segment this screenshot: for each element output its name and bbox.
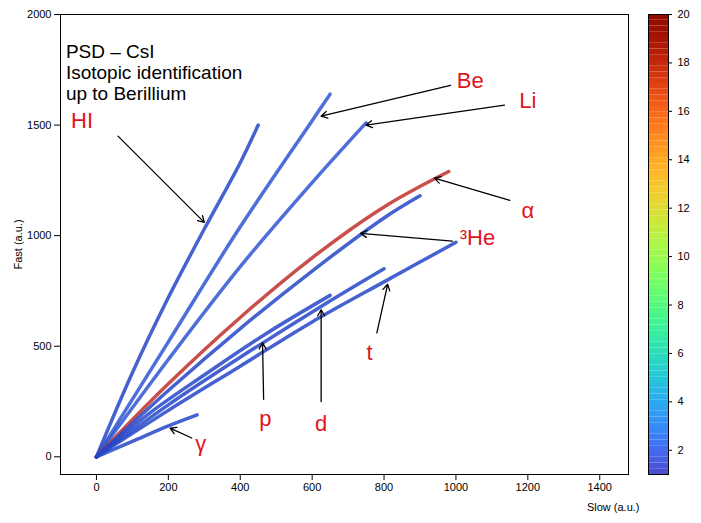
- svg-text:HI: HI: [71, 108, 93, 133]
- svg-text:1000: 1000: [444, 481, 468, 493]
- svg-text:18: 18: [678, 56, 690, 68]
- svg-text:γ: γ: [195, 431, 206, 456]
- svg-text:1400: 1400: [587, 481, 611, 493]
- svg-text:2000: 2000: [27, 8, 51, 20]
- svg-text:Slow (a.u.): Slow (a.u.): [587, 501, 640, 513]
- svg-text:200: 200: [159, 481, 177, 493]
- svg-text:8: 8: [678, 299, 684, 311]
- svg-text:p: p: [259, 406, 271, 431]
- svg-text:800: 800: [375, 481, 393, 493]
- svg-text:1500: 1500: [27, 119, 51, 131]
- svg-text:1200: 1200: [516, 481, 540, 493]
- svg-text:Fast (a.u.): Fast (a.u.): [12, 219, 24, 269]
- svg-text:6: 6: [678, 347, 684, 359]
- svg-text:0: 0: [93, 481, 99, 493]
- svg-text:20: 20: [678, 8, 690, 20]
- svg-text:16: 16: [678, 105, 690, 117]
- svg-text:PSD – CsI: PSD – CsI: [66, 41, 155, 62]
- svg-text:4: 4: [678, 395, 684, 407]
- svg-text:400: 400: [231, 481, 249, 493]
- svg-text:2: 2: [678, 444, 684, 456]
- svg-text:12: 12: [678, 202, 690, 214]
- svg-text:14: 14: [678, 153, 690, 165]
- svg-text:Li: Li: [519, 88, 536, 113]
- svg-text:10: 10: [678, 250, 690, 262]
- svg-text:600: 600: [303, 481, 321, 493]
- svg-text:500: 500: [33, 340, 51, 352]
- svg-text:α: α: [521, 198, 534, 223]
- svg-text:Isotopic identification: Isotopic identification: [66, 62, 242, 83]
- svg-text:Be: Be: [457, 68, 484, 93]
- svg-text:t: t: [367, 340, 373, 365]
- svg-text:1000: 1000: [27, 229, 51, 241]
- svg-text:³He: ³He: [460, 225, 495, 250]
- svg-text:d: d: [315, 411, 327, 436]
- svg-text:up to Berillium: up to Berillium: [66, 83, 186, 104]
- svg-text:0: 0: [45, 450, 51, 462]
